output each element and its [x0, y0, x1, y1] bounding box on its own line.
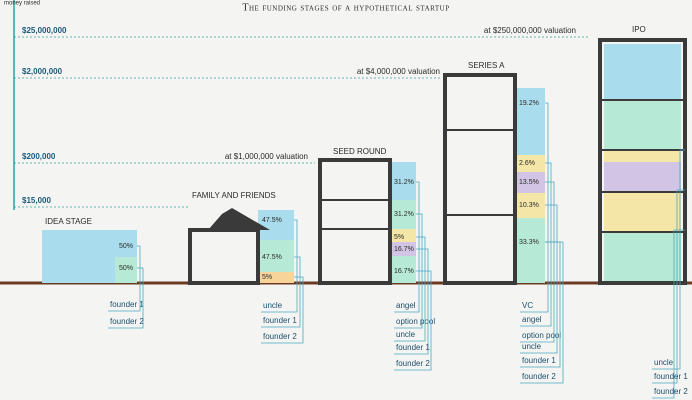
connector	[394, 236, 426, 342]
valuation: at $4,000,000 valuation	[357, 67, 440, 76]
holder: uncle	[654, 358, 674, 367]
connector	[108, 245, 141, 312]
holder: founder 1	[263, 316, 297, 325]
building	[443, 73, 517, 285]
holder: founder 2	[110, 317, 144, 326]
holder: founder 2	[263, 332, 297, 341]
building	[318, 158, 392, 285]
share: 5%	[394, 234, 404, 241]
valuation: at $250,000,000 valuation	[484, 26, 576, 35]
holder: angel	[522, 315, 542, 324]
share: 31.2%	[394, 211, 414, 218]
connector	[394, 181, 420, 313]
share: 31.2%	[394, 179, 414, 186]
connector	[652, 189, 685, 384]
stage-name: IDEA STAGE	[45, 217, 92, 226]
building	[42, 230, 115, 283]
holder: uncle	[396, 330, 416, 339]
share: 33.3%	[519, 239, 539, 246]
holder: founder 1	[654, 372, 688, 381]
holder: option pool	[396, 317, 435, 326]
connector	[261, 276, 304, 344]
connector	[520, 102, 549, 313]
share-band	[258, 272, 294, 283]
stage-name: SERIES A	[468, 61, 505, 70]
stage-name: IPO	[632, 25, 646, 34]
share-band	[390, 200, 416, 229]
share: 16.7%	[394, 246, 414, 253]
share-band	[258, 210, 294, 240]
share-band	[115, 257, 137, 283]
holder: angel	[396, 301, 416, 310]
share-band	[515, 155, 545, 172]
stage-name: FAMILY AND FRIENDS	[192, 191, 276, 200]
ipo-band	[604, 150, 681, 162]
stage-name: SEED ROUND	[333, 147, 387, 156]
share-band	[115, 230, 137, 257]
holder: founder 1	[396, 343, 430, 352]
share: 2.6%	[519, 160, 535, 167]
share-band	[515, 172, 545, 193]
holder: uncle	[263, 301, 283, 310]
share-band	[515, 88, 545, 155]
holder: VC	[522, 301, 533, 310]
level-amount: $2,000,000	[22, 67, 63, 76]
connector	[520, 181, 555, 343]
holder: uncle	[522, 342, 542, 351]
share: 10.3%	[519, 202, 539, 209]
title: The funding stages of a hypothetical sta…	[242, 2, 449, 13]
share: 5%	[262, 274, 272, 281]
share-band	[515, 218, 545, 283]
connector	[108, 267, 144, 329]
connector	[520, 204, 558, 354]
connector	[652, 149, 685, 370]
share: 50%	[119, 243, 133, 250]
holder: option pool	[522, 331, 561, 340]
holder: founder 2	[522, 372, 556, 381]
connector	[520, 162, 552, 327]
holder: founder 2	[396, 359, 430, 368]
ipo-band	[604, 44, 681, 100]
share: 47.5%	[262, 254, 282, 261]
ipo-band	[604, 232, 681, 281]
ipo-band	[604, 162, 681, 192]
holder: founder 1	[110, 300, 144, 309]
level-amount: $25,000,000	[22, 26, 67, 35]
share: 47.5%	[262, 217, 282, 224]
connector	[652, 229, 685, 399]
share-band	[390, 229, 416, 242]
ipo-band	[604, 192, 681, 232]
share-band	[258, 240, 294, 272]
share: 19.2%	[519, 100, 539, 107]
axis-label: money raised	[4, 1, 40, 7]
connector	[261, 256, 301, 328]
connector	[520, 241, 564, 384]
share-band	[390, 242, 416, 256]
share: 13.5%	[519, 179, 539, 186]
connector	[394, 248, 429, 355]
connector	[394, 270, 432, 371]
connector	[261, 219, 298, 313]
share: 50%	[119, 265, 133, 272]
share-band	[515, 193, 545, 218]
level-amount: $15,000	[22, 196, 51, 205]
holder: founder 2	[654, 387, 688, 396]
building	[188, 228, 260, 285]
share: 16.7%	[394, 268, 414, 275]
ipo-band	[604, 100, 681, 150]
share-band	[390, 162, 416, 200]
level-amount: $200,000	[22, 152, 56, 161]
share-band	[390, 256, 416, 283]
valuation: at $1,000,000 valuation	[225, 152, 308, 161]
holder: founder 1	[522, 356, 556, 365]
roof	[186, 208, 270, 230]
